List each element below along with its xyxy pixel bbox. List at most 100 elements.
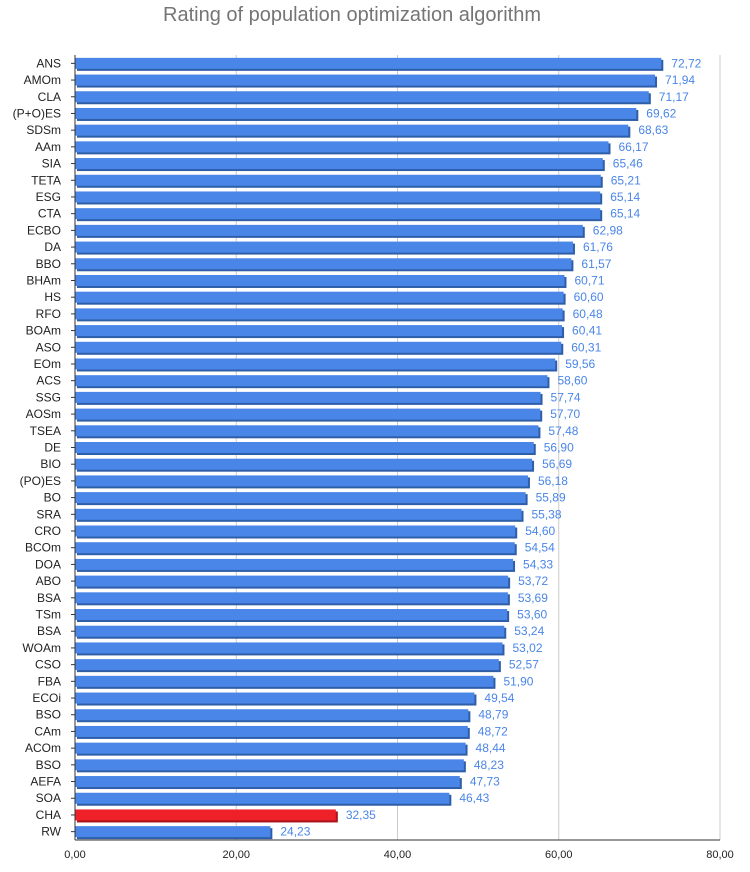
value-label: 54,60 [525, 524, 555, 538]
value-label: 60,60 [574, 290, 604, 304]
bar [75, 542, 515, 554]
bar [75, 158, 603, 170]
category-label: (PO)ES [20, 474, 61, 488]
value-label: 57,74 [551, 390, 581, 404]
bar [75, 625, 505, 637]
value-label: 56,18 [538, 474, 568, 488]
category-label: BHAm [26, 273, 61, 287]
value-label: 32,35 [346, 808, 376, 822]
category-label: DE [44, 441, 61, 455]
bar [75, 274, 565, 286]
category-label: BOAm [26, 324, 61, 338]
value-label: 71,94 [665, 73, 695, 87]
value-label: 55,89 [536, 491, 566, 505]
category-label: SOA [36, 791, 61, 805]
bar [75, 258, 572, 270]
chart-title: Rating of population optimization algori… [163, 4, 541, 26]
category-label: BSA [37, 624, 61, 638]
bar [75, 408, 541, 420]
category-label: BBO [36, 257, 61, 271]
bar [75, 174, 601, 186]
bar [75, 525, 516, 537]
category-label: ABO [36, 574, 61, 588]
category-label: ASO [36, 340, 61, 354]
bar [75, 675, 494, 687]
category-label: TSEA [30, 424, 61, 438]
bar [75, 57, 662, 69]
category-label: ESG [36, 190, 61, 204]
value-label: 53,02 [512, 641, 542, 655]
category-label: TETA [31, 173, 61, 187]
value-label: 62,98 [593, 223, 623, 237]
bar [75, 458, 533, 470]
bar [75, 124, 629, 136]
bar [75, 592, 508, 604]
category-label: DOA [35, 557, 61, 571]
bar [75, 91, 649, 103]
bar [75, 391, 541, 403]
x-tick-label: 20,00 [222, 849, 250, 861]
bar [75, 141, 609, 153]
bar [75, 107, 637, 119]
value-label: 48,23 [474, 758, 504, 772]
value-label: 61,57 [581, 257, 611, 271]
category-label: AEFA [30, 775, 61, 789]
value-label: 56,69 [542, 457, 572, 471]
value-label: 65,14 [610, 190, 640, 204]
value-label: 53,72 [518, 574, 548, 588]
value-label: 65,46 [613, 157, 643, 171]
category-label: ECBO [27, 223, 61, 237]
category-label: RFO [36, 307, 61, 321]
bar [75, 425, 539, 437]
bar [75, 341, 562, 353]
value-label: 54,33 [523, 557, 553, 571]
category-label: AMOm [24, 73, 61, 87]
category-label: CTA [38, 207, 61, 221]
category-label: ECOi [32, 691, 61, 705]
value-label: 56,90 [544, 441, 574, 455]
category-label: WOAm [22, 641, 61, 655]
bar [75, 325, 563, 337]
bar [75, 241, 573, 253]
value-label: 55,38 [532, 507, 562, 521]
category-label: BO [44, 491, 61, 505]
category-label: BIO [40, 457, 61, 471]
bar [75, 826, 271, 838]
category-label: BSO [36, 708, 61, 722]
x-tick-label: 60,00 [545, 849, 573, 861]
value-label: 48,44 [476, 741, 506, 755]
value-label: 72,72 [671, 56, 701, 70]
bar [75, 492, 526, 504]
value-label: 60,48 [573, 307, 603, 321]
category-label: RW [41, 825, 61, 839]
x-tick-label: 0,00 [64, 849, 85, 861]
category-label: DA [44, 240, 61, 254]
value-label: 57,48 [548, 424, 578, 438]
value-label: 61,76 [583, 240, 613, 254]
category-label: CSO [35, 658, 61, 672]
bar [75, 575, 509, 587]
category-label: SRA [36, 507, 61, 521]
category-label: EOm [34, 357, 61, 371]
category-label: ANS [36, 56, 61, 70]
value-label: 58,60 [557, 374, 587, 388]
bar [75, 709, 469, 721]
bar [75, 475, 528, 487]
bar [75, 508, 522, 520]
x-tick-label: 40,00 [384, 849, 412, 861]
value-label: 65,21 [611, 173, 641, 187]
category-label: TSm [36, 608, 61, 622]
value-label: 48,79 [478, 708, 508, 722]
value-label: 48,72 [478, 724, 508, 738]
category-label: AOSm [26, 407, 61, 421]
category-label: SSG [36, 390, 61, 404]
bar [75, 725, 468, 737]
category-label: AAm [35, 140, 61, 154]
value-label: 57,70 [550, 407, 580, 421]
category-label: CRO [34, 524, 61, 538]
value-label: 69,62 [646, 106, 676, 120]
bar [75, 759, 464, 771]
category-label: ACS [36, 374, 61, 388]
